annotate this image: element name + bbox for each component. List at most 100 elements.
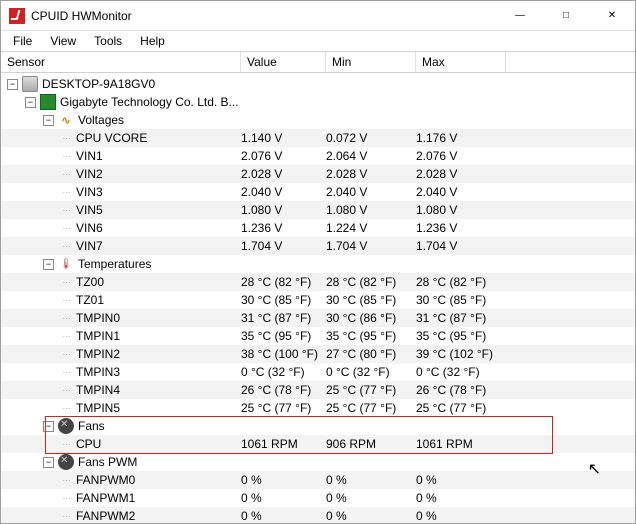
cell-max: 26 °C (78 °F) <box>416 383 506 397</box>
cell-min: 2.040 V <box>326 185 416 199</box>
row-label: Voltages <box>78 113 124 127</box>
expander-icon[interactable]: − <box>43 115 54 126</box>
expander-icon[interactable]: − <box>43 421 54 432</box>
cell-value: 1.236 V <box>241 221 326 235</box>
sensor-tree[interactable]: −DESKTOP-9A18GV0−Gigabyte Technology Co.… <box>1 73 635 523</box>
cell-max: 0 °C (32 °F) <box>416 365 506 379</box>
menu-help[interactable]: Help <box>132 32 173 50</box>
tree-row[interactable]: ⋯TMPIN135 °C (95 °F)35 °C (95 °F)35 °C (… <box>1 327 635 345</box>
tree-row[interactable]: ⋯FANPWM20 %0 %0 % <box>1 507 635 523</box>
cell-value: 1.080 V <box>241 203 326 217</box>
tree-row[interactable]: −Gigabyte Technology Co. Ltd. B... <box>1 93 635 111</box>
cell-max: 39 °C (102 °F) <box>416 347 506 361</box>
tree-row[interactable]: ⋯CPU VCORE1.140 V0.072 V1.176 V <box>1 129 635 147</box>
row-label: FANPWM2 <box>76 509 135 523</box>
tree-connector-icon: ⋯ <box>61 278 72 287</box>
row-label: VIN6 <box>76 221 103 235</box>
row-label: TMPIN2 <box>76 347 120 361</box>
tree-row[interactable]: ⋯VIN12.076 V2.064 V2.076 V <box>1 147 635 165</box>
cell-value: 35 °C (95 °F) <box>241 329 326 343</box>
tree-row[interactable]: ⋯VIN22.028 V2.028 V2.028 V <box>1 165 635 183</box>
tree-row[interactable]: ⋯VIN51.080 V1.080 V1.080 V <box>1 201 635 219</box>
row-label: TMPIN0 <box>76 311 120 325</box>
row-label: VIN1 <box>76 149 103 163</box>
cell-max: 0 % <box>416 509 506 523</box>
cell-value: 1.140 V <box>241 131 326 145</box>
tree-row[interactable]: ⋯FANPWM00 %0 %0 % <box>1 471 635 489</box>
cell-value: 2.028 V <box>241 167 326 181</box>
tree-row[interactable]: −Fans PWM <box>1 453 635 471</box>
menu-view[interactable]: View <box>42 32 84 50</box>
cell-min: 25 °C (77 °F) <box>326 383 416 397</box>
tree-row[interactable]: ⋯TMPIN031 °C (87 °F)30 °C (86 °F)31 °C (… <box>1 309 635 327</box>
tree-row[interactable]: ⋯TMPIN30 °C (32 °F)0 °C (32 °F)0 °C (32 … <box>1 363 635 381</box>
menu-tools[interactable]: Tools <box>86 32 130 50</box>
cell-value: 2.040 V <box>241 185 326 199</box>
minimize-button[interactable]: — <box>497 1 543 31</box>
tree-connector-icon: ⋯ <box>61 494 72 503</box>
menu-file[interactable]: File <box>5 32 40 50</box>
row-label: TMPIN3 <box>76 365 120 379</box>
tree-connector-icon: ⋯ <box>61 224 72 233</box>
cell-min: 1.224 V <box>326 221 416 235</box>
cell-max: 2.028 V <box>416 167 506 181</box>
column-headers: Sensor Value Min Max <box>1 51 635 73</box>
titlebar[interactable]: CPUID HWMonitor — □ ✕ <box>1 1 635 31</box>
close-button[interactable]: ✕ <box>589 1 635 31</box>
tree-row[interactable]: ⋯VIN71.704 V1.704 V1.704 V <box>1 237 635 255</box>
expander-icon[interactable]: − <box>25 97 36 108</box>
tree-connector-icon: ⋯ <box>61 134 72 143</box>
window-controls: — □ ✕ <box>497 1 635 31</box>
tree-row[interactable]: ⋯TZ0028 °C (82 °F)28 °C (82 °F)28 °C (82… <box>1 273 635 291</box>
cell-max: 25 °C (77 °F) <box>416 401 506 415</box>
tree-row[interactable]: ⋯TMPIN525 °C (77 °F)25 °C (77 °F)25 °C (… <box>1 399 635 417</box>
header-max[interactable]: Max <box>416 52 506 72</box>
tree-row[interactable]: ⋯TZ0130 °C (85 °F)30 °C (85 °F)30 °C (85… <box>1 291 635 309</box>
tree-row[interactable]: ⋯CPU1061 RPM906 RPM1061 RPM <box>1 435 635 453</box>
expander-icon[interactable]: − <box>7 79 18 90</box>
fan-icon <box>58 418 74 434</box>
cell-min: 0 % <box>326 491 416 505</box>
tree-connector-icon: ⋯ <box>61 386 72 395</box>
fan-icon <box>58 454 74 470</box>
tree-row[interactable]: −🌡Temperatures <box>1 255 635 273</box>
cell-max: 31 °C (87 °F) <box>416 311 506 325</box>
row-label: TMPIN4 <box>76 383 120 397</box>
voltage-icon: ∿ <box>58 112 74 128</box>
tree-row[interactable]: ⋯TMPIN426 °C (78 °F)25 °C (77 °F)26 °C (… <box>1 381 635 399</box>
tree-connector-icon: ⋯ <box>61 350 72 359</box>
tree-connector-icon: ⋯ <box>61 188 72 197</box>
cell-value: 30 °C (85 °F) <box>241 293 326 307</box>
app-window: CPUID HWMonitor — □ ✕ File View Tools He… <box>0 0 636 524</box>
header-min[interactable]: Min <box>326 52 416 72</box>
tree-row[interactable]: −∿ Voltages <box>1 111 635 129</box>
cell-value: 0 % <box>241 491 326 505</box>
cell-value: 38 °C (100 °F) <box>241 347 326 361</box>
expander-icon[interactable]: − <box>43 259 54 270</box>
header-value[interactable]: Value <box>241 52 326 72</box>
tree-connector-icon: ⋯ <box>61 440 72 449</box>
cell-min: 0.072 V <box>326 131 416 145</box>
expander-icon[interactable]: − <box>43 457 54 468</box>
tree-row[interactable]: ⋯TMPIN238 °C (100 °F)27 °C (80 °F)39 °C … <box>1 345 635 363</box>
tree-connector-icon: ⋯ <box>61 476 72 485</box>
tree-row[interactable]: − DESKTOP-9A18GV0 <box>1 75 635 93</box>
tree-connector-icon: ⋯ <box>61 404 72 413</box>
cell-max: 1.080 V <box>416 203 506 217</box>
cell-value: 25 °C (77 °F) <box>241 401 326 415</box>
row-label: DESKTOP-9A18GV0 <box>42 77 155 91</box>
tree-row[interactable]: ⋯VIN32.040 V2.040 V2.040 V <box>1 183 635 201</box>
tree-row[interactable]: ⋯FANPWM10 %0 %0 % <box>1 489 635 507</box>
row-label: VIN7 <box>76 239 103 253</box>
cell-value: 0 °C (32 °F) <box>241 365 326 379</box>
cell-min: 906 RPM <box>326 437 416 451</box>
row-label: TZ01 <box>76 293 104 307</box>
tree-row[interactable]: −Fans <box>1 417 635 435</box>
cell-min: 2.064 V <box>326 149 416 163</box>
row-label: VIN5 <box>76 203 103 217</box>
header-sensor[interactable]: Sensor <box>1 52 241 72</box>
tree-row[interactable]: ⋯VIN61.236 V1.224 V1.236 V <box>1 219 635 237</box>
cell-max: 1.704 V <box>416 239 506 253</box>
row-label: CPU VCORE <box>76 131 147 145</box>
maximize-button[interactable]: □ <box>543 1 589 31</box>
